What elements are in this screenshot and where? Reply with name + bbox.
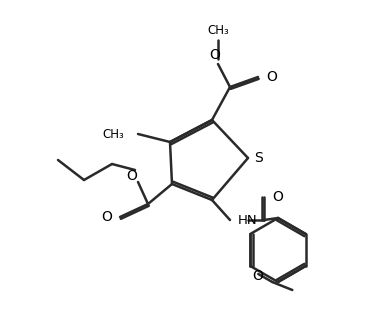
Text: CH₃: CH₃ bbox=[102, 128, 124, 140]
Text: O: O bbox=[101, 210, 112, 224]
Text: CH₃: CH₃ bbox=[207, 25, 229, 37]
Text: O: O bbox=[266, 70, 277, 84]
Text: O: O bbox=[272, 190, 283, 204]
Text: HN: HN bbox=[238, 213, 258, 227]
Text: O: O bbox=[126, 169, 137, 183]
Text: O: O bbox=[252, 269, 263, 283]
Text: O: O bbox=[210, 48, 220, 62]
Text: S: S bbox=[254, 151, 263, 165]
